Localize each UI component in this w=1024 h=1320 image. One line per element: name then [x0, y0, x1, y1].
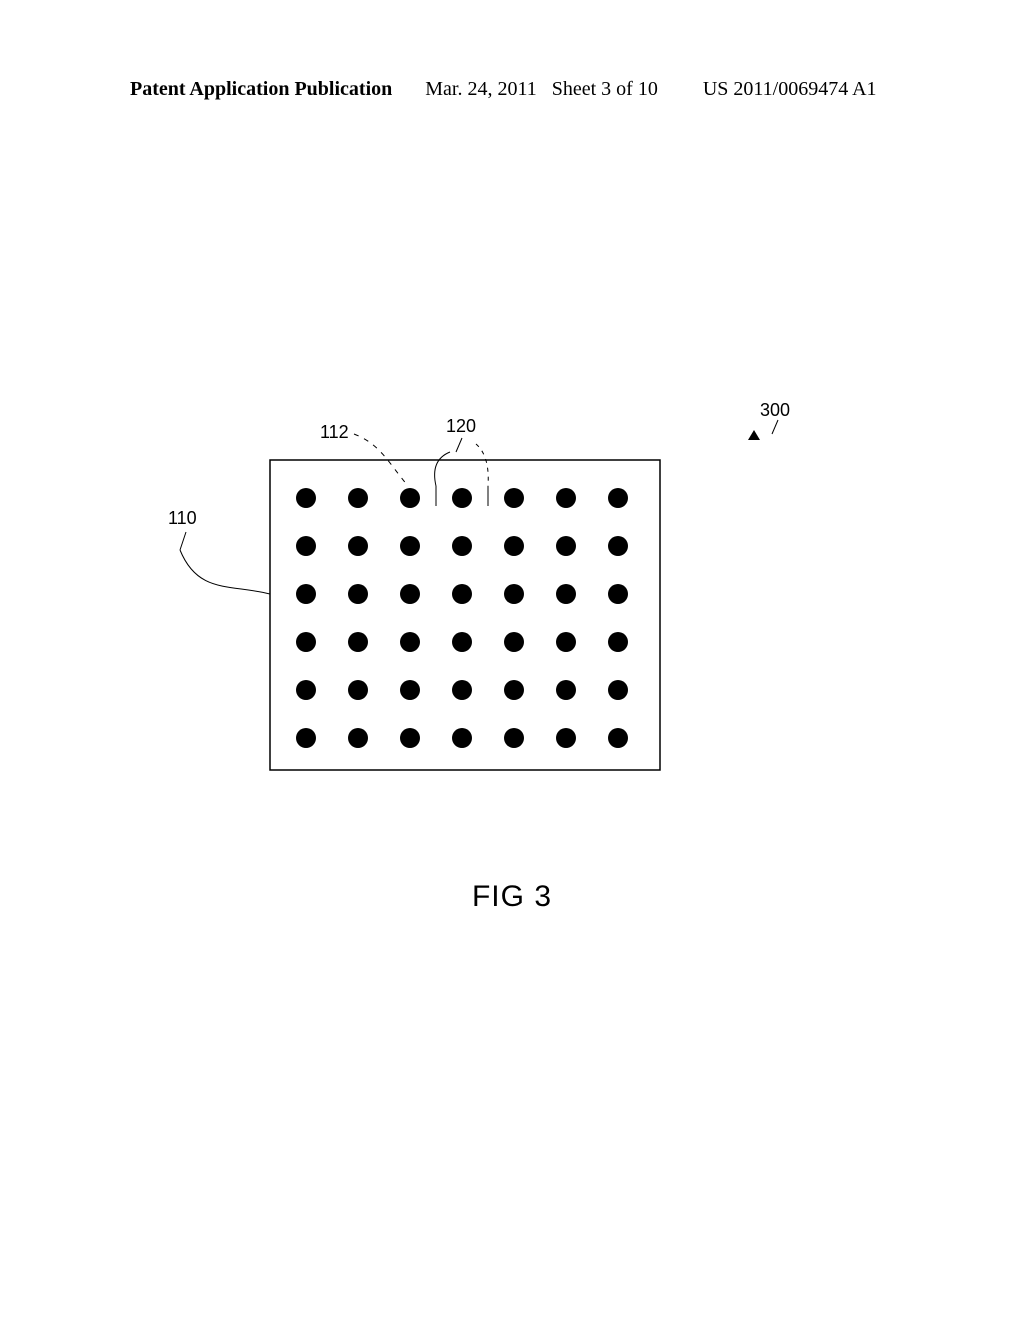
svg-text:120: 120	[446, 416, 476, 436]
svg-text:110: 110	[168, 508, 197, 528]
svg-text:112: 112	[320, 422, 349, 442]
figure-diagram: 110 112 120 300	[0, 0, 1024, 860]
figure-caption: FIG 3	[0, 880, 1024, 914]
svg-text:300: 300	[760, 400, 790, 420]
